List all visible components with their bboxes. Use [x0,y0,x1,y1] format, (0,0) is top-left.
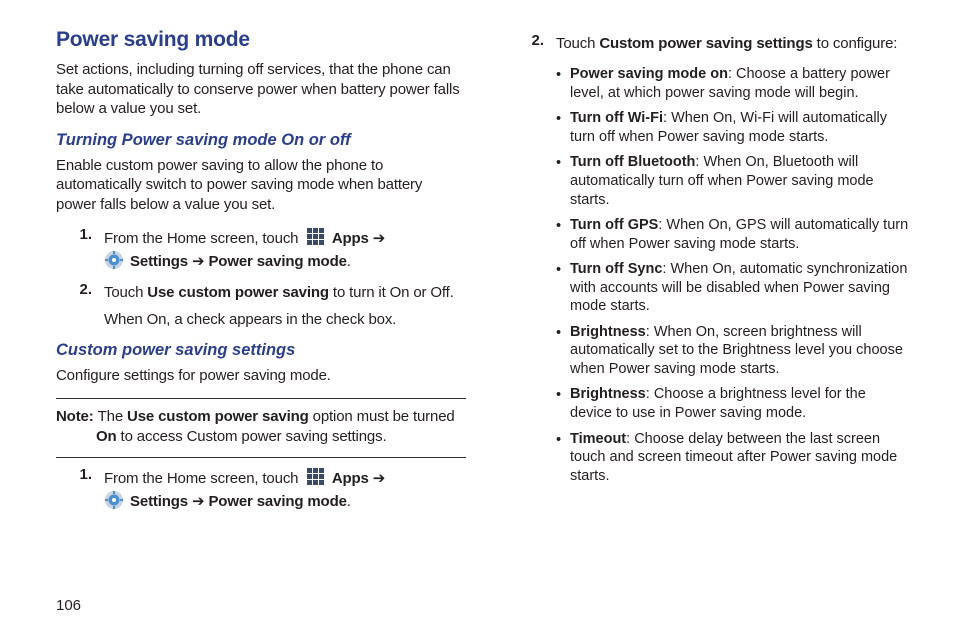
list-item: • Power saving mode on: Choose a battery… [556,65,910,102]
arrow-icon: ➔ [373,230,385,247]
apps-icon [305,466,325,486]
section1-heading: Turning Power saving mode On or off [56,131,466,150]
list-item: • Brightness: Choose a brightness level … [556,385,910,422]
list-item: • Turn off Wi-Fi: When On, Wi-Fi will au… [556,109,910,146]
arrow-icon: ➔ [192,493,204,510]
step-text: From the Home screen, touch [104,230,302,247]
settings-label: Settings [126,493,192,510]
bullet-bold: Power saving mode on [570,66,728,82]
settings-label: Settings [126,253,192,270]
divider [56,398,466,399]
bullet-bold: Turn off Sync [570,261,662,277]
bullet-bold: Turn off Bluetooth [570,154,695,170]
note-label: Note: [56,408,98,425]
section2-intro: Configure settings for power saving mode… [56,366,466,386]
note-block: Note: The Use custom power saving option… [56,407,466,448]
bullet-icon: • [556,153,570,209]
intro-paragraph: Set actions, including turning off servi… [56,60,466,119]
arrow-icon: ➔ [192,253,204,270]
step-item: 1. From the Home screen, touch Apps ➔ Se… [56,226,466,274]
bullet-list: • Power saving mode on: Choose a battery… [508,65,910,485]
bullet-icon: • [556,65,570,102]
step-item: 2. Touch Use custom power saving to turn… [56,281,466,332]
psm-label: Power saving mode [204,493,346,510]
note-bold: On [96,428,117,445]
step-text: Touch [104,284,147,301]
list-item: • Turn off Bluetooth: When On, Bluetooth… [556,153,910,209]
bullet-bold: Brightness [570,324,646,340]
step-text: to configure: [813,35,898,52]
step-body: From the Home screen, touch Apps ➔ Setti… [104,226,466,274]
step-bold: Custom power saving settings [599,35,812,52]
settings-icon [104,250,124,270]
page-number: 106 [56,597,81,614]
list-item: • Turn off Sync: When On, automatic sync… [556,260,910,316]
step-item: 1. From the Home screen, touch Apps ➔ Se… [56,466,466,514]
step-item: 2. Touch Custom power saving settings to… [508,32,910,55]
section1-steps: 1. From the Home screen, touch Apps ➔ Se… [56,226,466,331]
step-number: 2. [56,281,104,332]
apps-label: Apps [328,470,372,487]
bullet-bold: Turn off Wi-Fi [570,110,663,126]
section2-steps: 1. From the Home screen, touch Apps ➔ Se… [56,466,466,514]
note-text: to access Custom power saving settings. [117,428,387,445]
apps-label: Apps [328,230,372,247]
left-column: Power saving mode Set actions, including… [56,28,466,524]
settings-icon [104,490,124,510]
page-content: Power saving mode Set actions, including… [56,28,910,524]
list-item: • Timeout: Choose delay between the last… [556,430,910,486]
bullet-bold: Turn off GPS [570,217,658,233]
arrow-icon: ➔ [373,470,385,487]
bullet-icon: • [556,430,570,486]
step-line2: When On, a check appears in the check bo… [104,308,466,331]
step-number: 1. [56,466,104,514]
bullet-bold: Timeout [570,431,626,447]
step-text: to turn it On or Off. [329,284,454,301]
step-text: Touch [556,35,599,52]
period: . [347,253,351,270]
section2-heading: Custom power saving settings [56,341,466,360]
note-text: The [98,408,127,425]
step-body: From the Home screen, touch Apps ➔ Setti… [104,466,466,514]
note-text: option must be turned [309,408,455,425]
apps-icon [305,226,325,246]
step-text: From the Home screen, touch [104,470,302,487]
bullet-bold: Brightness [570,386,646,402]
bullet-icon: • [556,216,570,253]
psm-label: Power saving mode [204,253,346,270]
bullet-icon: • [556,385,570,422]
bullet-icon: • [556,260,570,316]
bullet-icon: • [556,109,570,146]
step-number: 2. [508,32,556,55]
step-body: Touch Use custom power saving to turn it… [104,281,466,332]
step-body: Touch Custom power saving settings to co… [556,32,910,55]
main-heading: Power saving mode [56,28,466,52]
right-column: 2. Touch Custom power saving settings to… [508,28,910,524]
list-item: • Turn off GPS: When On, GPS will automa… [556,216,910,253]
list-item: • Brightness: When On, screen brightness… [556,323,910,379]
section1-intro: Enable custom power saving to allow the … [56,156,466,215]
note-bold: Use custom power saving [127,408,309,425]
step-bold: Use custom power saving [147,284,329,301]
period: . [347,493,351,510]
step-number: 1. [56,226,104,274]
divider [56,457,466,458]
bullet-icon: • [556,323,570,379]
